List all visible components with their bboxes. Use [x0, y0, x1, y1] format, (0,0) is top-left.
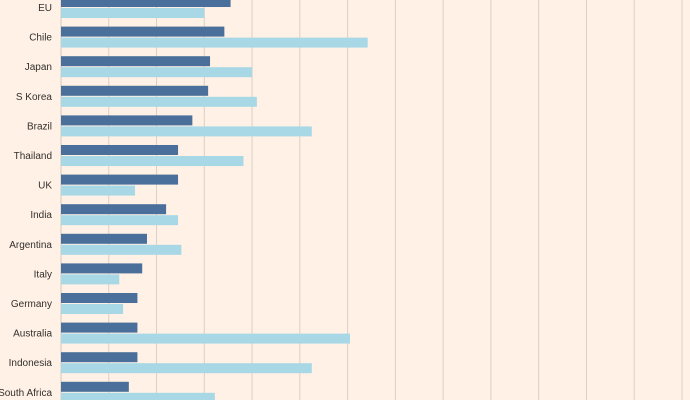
bar-series-2 [61, 333, 351, 344]
category-label: Italy [34, 269, 52, 280]
bar-series-2 [61, 8, 205, 18]
bar-series-1 [61, 293, 138, 303]
bar-series-2 [61, 96, 257, 107]
bar-series-1 [61, 322, 138, 333]
category-label: Indonesia [9, 358, 53, 369]
bar-series-1 [61, 263, 143, 274]
category-label: Brazil [27, 121, 52, 132]
bar-series-1 [61, 56, 211, 67]
bar-series-1 [61, 115, 193, 126]
bar-series-1 [61, 204, 167, 215]
bar-series-2 [61, 37, 368, 48]
bar-series-1 [61, 381, 129, 392]
bar-series-2 [61, 215, 179, 226]
bar-series-1 [61, 0, 231, 7]
category-label: Germany [11, 299, 52, 310]
bar-series-1 [61, 352, 138, 363]
category-label: Australia [13, 329, 52, 340]
bar-series-2 [61, 363, 312, 374]
category-label: EU [38, 3, 52, 14]
bar-series-1 [61, 26, 225, 37]
gridlines [60, 0, 683, 400]
category-labels: EU Chile Japan S Korea Brazil Thailand UK India… [0, 3, 52, 399]
bar-series-2 [61, 185, 136, 196]
bar-series-1 [61, 145, 179, 155]
bars [61, 0, 368, 400]
bar-series-2 [61, 392, 215, 400]
category-label: India [30, 210, 52, 221]
bar-series-2 [61, 244, 182, 255]
bar-series-1 [61, 174, 179, 185]
bar-series-2 [61, 126, 312, 137]
category-label: S Korea [16, 92, 53, 103]
bar-series-2 [61, 274, 120, 285]
category-label: Japan [25, 62, 52, 73]
bar-series-2 [61, 304, 124, 314]
bar-series-1 [61, 85, 209, 96]
bar-series-2 [61, 67, 253, 78]
bar-series-2 [61, 156, 244, 166]
category-label: Chile [29, 33, 52, 44]
category-label: Argentina [9, 240, 52, 251]
category-label: Thailand [14, 151, 52, 162]
category-label: South Africa [0, 388, 52, 399]
bar-series-1 [61, 233, 147, 244]
category-label: UK [38, 181, 52, 192]
